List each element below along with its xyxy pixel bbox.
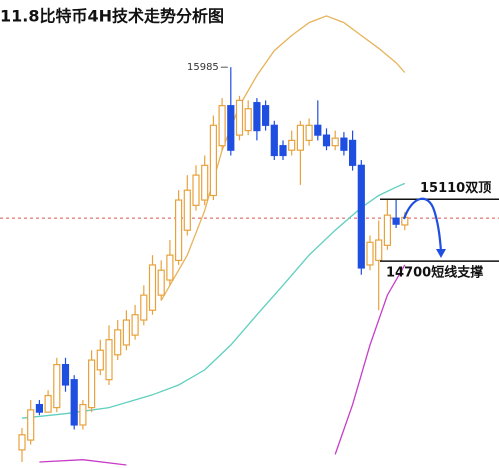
candle-body xyxy=(44,394,52,413)
candle-body xyxy=(270,124,278,157)
projection-arrow xyxy=(402,197,443,253)
plot: 15985 15110双顶 14700短线支撑 xyxy=(0,15,499,466)
candle-body xyxy=(183,189,191,231)
candle-body xyxy=(166,254,174,281)
candle-body xyxy=(192,174,200,206)
band-line xyxy=(21,182,406,419)
candle-body xyxy=(201,164,209,201)
candle-body xyxy=(209,124,217,197)
candle-body xyxy=(288,139,296,151)
band-line xyxy=(39,264,406,466)
candle-body xyxy=(35,403,44,413)
arrow-head xyxy=(436,249,446,258)
candle-body xyxy=(157,269,165,296)
candle-body xyxy=(366,241,374,266)
candle-body xyxy=(105,339,113,381)
candle-body xyxy=(114,329,122,356)
candle-body xyxy=(175,199,183,262)
candle-body xyxy=(148,264,157,311)
candle-body xyxy=(262,105,270,126)
candle-body xyxy=(349,139,357,166)
candle-body xyxy=(27,409,35,441)
candle-body xyxy=(61,363,70,386)
candle-body xyxy=(235,99,244,136)
candle-body xyxy=(375,239,383,262)
peak-label: 15985 xyxy=(187,62,219,73)
candle-body xyxy=(96,349,104,371)
candle-body xyxy=(227,105,235,151)
candle-body xyxy=(70,379,78,426)
candle-body xyxy=(340,137,348,151)
candle-body xyxy=(18,434,26,451)
candle-body xyxy=(296,124,304,151)
candle-body xyxy=(331,137,339,147)
candle-body xyxy=(392,217,400,225)
candle-body xyxy=(244,108,252,132)
candle-body xyxy=(322,134,331,147)
candle-body xyxy=(140,294,148,321)
candle-body xyxy=(218,105,226,147)
candle-body xyxy=(131,314,139,336)
candle-body xyxy=(305,124,313,141)
candle-body xyxy=(314,124,322,136)
candle-body xyxy=(357,164,365,269)
candle-body xyxy=(122,319,131,346)
chart-title: 11.8比特币4H技术走势分析图 xyxy=(0,7,224,26)
level-label: 14700短线支撑 xyxy=(386,265,483,281)
candle-body xyxy=(383,214,391,246)
candle-body xyxy=(53,363,61,409)
candle-body xyxy=(279,145,287,157)
candle-body xyxy=(79,403,87,426)
candle-body xyxy=(87,359,96,409)
candle-body xyxy=(253,102,261,132)
level-label: 15110双顶 xyxy=(420,181,491,196)
